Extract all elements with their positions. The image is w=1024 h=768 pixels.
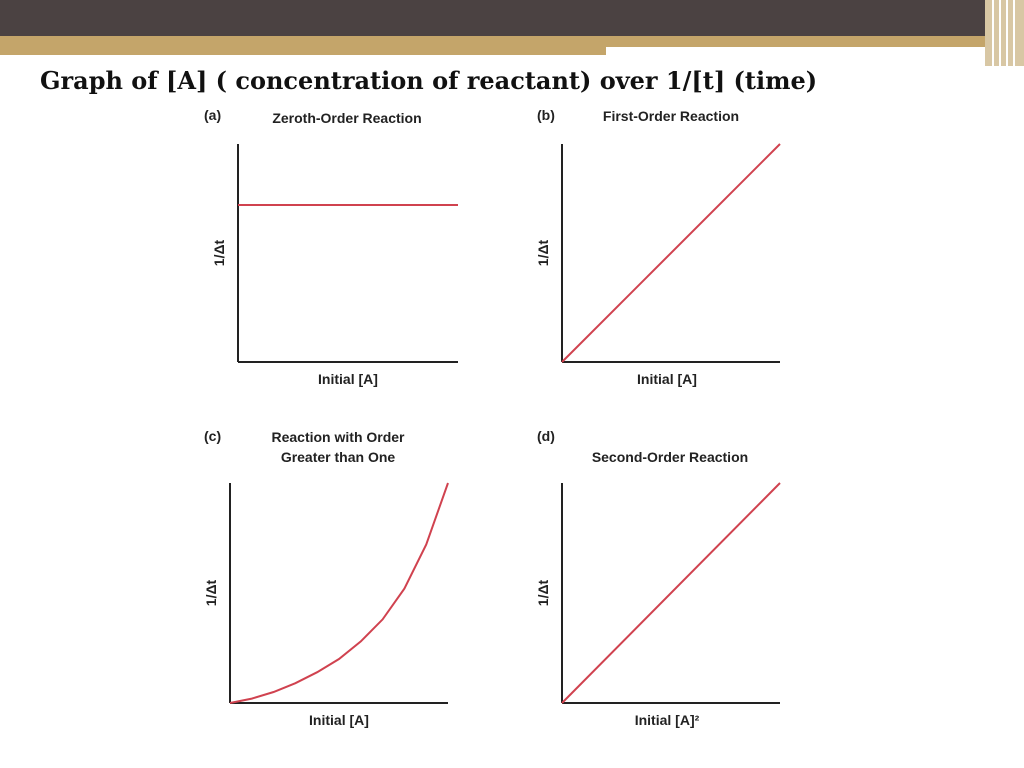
chart-title: Second-Order Reaction: [592, 449, 748, 465]
series-line: [229, 482, 449, 704]
corner-stripe: [1006, 0, 1008, 66]
series-line: [561, 482, 781, 704]
corner-stripe: [1013, 0, 1015, 66]
panel-label: (c): [204, 428, 221, 444]
series-line: [561, 143, 781, 363]
chart-title: First-Order Reaction: [603, 108, 739, 124]
x-axis-label: Initial [A]: [309, 712, 369, 728]
panel-label: (b): [537, 107, 555, 123]
accent-break: [606, 47, 966, 53]
corner-stripe: [992, 0, 994, 66]
header-bar: [0, 0, 1024, 36]
y-axis-label: 1/Δt: [211, 239, 227, 266]
corner-stripe: [999, 0, 1001, 66]
accent-bar: [0, 36, 1024, 47]
y-axis-label: 1/Δt: [535, 239, 551, 266]
y-axis-label: 1/Δt: [203, 579, 219, 606]
accent-bar-lower: [0, 47, 606, 55]
x-axis-label: Initial [A]: [318, 371, 378, 387]
chart-title-line: Greater than One: [281, 449, 396, 465]
x-axis-label: Initial [A]: [637, 371, 697, 387]
corner-decoration: [985, 0, 1024, 66]
chart-title: Zeroth-Order Reaction: [272, 110, 421, 126]
panel-label: (a): [204, 107, 221, 123]
y-axis-label: 1/Δt: [535, 579, 551, 606]
chart-title-line: Reaction with Order: [271, 429, 405, 445]
panel-label: (d): [537, 428, 555, 444]
slide-title: Graph of [A] ( concentration of reactant…: [40, 66, 818, 95]
x-axis-label: Initial [A]²: [635, 712, 700, 728]
